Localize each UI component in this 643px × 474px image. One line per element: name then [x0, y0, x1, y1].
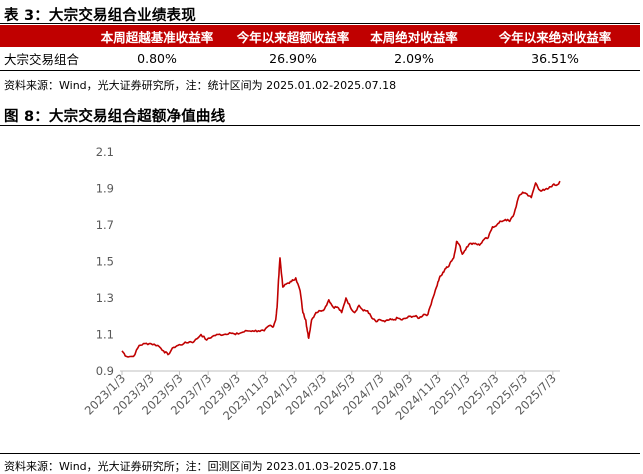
figure-bottom-rule [0, 453, 640, 454]
excess-nav-series-line [121, 180, 561, 358]
table-source-note: 资料来源：Wind，光大证券研究所，注：统计区间为 2025.01.02-202… [4, 79, 397, 92]
performance-table: 本周超越基准收益率 今年以来超额收益率 本周绝对收益率 今年以来绝对收益率 大宗… [0, 25, 640, 71]
header-cell-weekly-excess: 本周超越基准收益率 [86, 25, 228, 47]
row-name-cell: 大宗交易组合 [0, 47, 86, 71]
y-tick-label: 0.9 [96, 364, 114, 378]
excess-nav-line-chart: 0.91.11.31.51.71.92.12023/1/32023/3/3202… [82, 145, 561, 423]
table-title: 表 3：大宗交易组合业绩表现 [4, 8, 196, 24]
ytd-absolute-cell: 36.51% [470, 47, 640, 71]
y-tick-label: 1.9 [96, 182, 114, 196]
header-cell-weekly-absolute: 本周绝对收益率 [358, 25, 470, 47]
table-row: 大宗交易组合 0.80% 26.90% 2.09% 36.51% [0, 47, 640, 71]
weekly-absolute-cell: 2.09% [358, 47, 470, 71]
ytd-excess-cell: 26.90% [228, 47, 358, 71]
figure-title: 图 8：大宗交易组合超额净值曲线 [4, 109, 226, 125]
header-cell-empty [0, 25, 86, 47]
weekly-excess-cell: 0.80% [86, 47, 228, 71]
y-tick-label: 1.5 [96, 255, 114, 269]
figure-top-rule [0, 125, 640, 126]
y-tick-label: 2.1 [96, 145, 114, 159]
table-top-rule [0, 23, 640, 24]
y-tick-label: 1.1 [96, 328, 114, 342]
header-cell-ytd-absolute: 今年以来绝对收益率 [470, 25, 640, 47]
table-header-row: 本周超越基准收益率 今年以来超额收益率 本周绝对收益率 今年以来绝对收益率 [0, 25, 640, 47]
y-tick-label: 1.3 [96, 291, 114, 305]
y-tick-label: 1.7 [96, 218, 114, 232]
figure-source-note: 资料来源：Wind，光大证券研究所；注：回测区间为 2023.01.03-202… [4, 460, 397, 473]
header-cell-ytd-excess: 今年以来超额收益率 [228, 25, 358, 47]
